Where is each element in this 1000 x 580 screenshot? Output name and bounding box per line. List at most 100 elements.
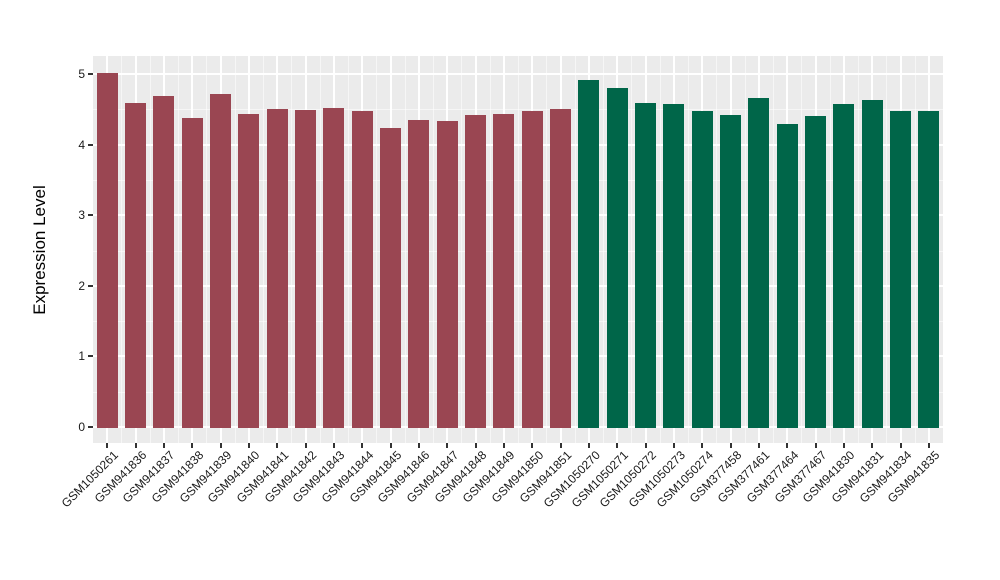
x-tick-mark [332,443,335,448]
bar-GSM1050270 [578,80,600,428]
bar-GSM941844 [351,110,373,428]
x-tick-mark [304,443,307,448]
bar-GSM941846 [408,119,430,428]
plot-panel [93,56,943,443]
x-tick-mark [417,443,420,448]
gridline-v-minor [178,56,179,443]
bar-GSM941845 [380,127,401,428]
gridline-v-minor [688,56,689,443]
x-tick-mark [191,443,194,448]
x-tick-mark [729,443,732,448]
x-tick-mark [559,443,562,448]
bar-GSM941839 [210,93,231,428]
gridline-v-minor [914,56,916,443]
x-tick-mark [361,443,364,448]
bar-GSM941837 [153,95,175,428]
y-tick-mark [88,355,93,358]
bar-GSM377461 [748,98,770,428]
bar-GSM941843 [323,107,345,428]
bar-GSM1050273 [663,104,685,428]
bar-GSM941830 [833,103,855,428]
x-tick-mark [134,443,137,448]
y-tick-label: 0 [78,420,85,434]
y-tick-label: 1 [78,349,85,364]
x-tick-mark [474,443,477,448]
gridline-v-minor [603,56,604,443]
gridline-v-minor [574,56,576,443]
gridline-v-minor [319,56,321,443]
bar-GSM941831 [861,100,883,428]
gridline-v-minor [489,56,491,443]
gridline-v-minor [376,56,378,443]
gridline-v-minor [886,56,888,443]
x-tick-mark [389,443,392,448]
bar-GSM941849 [493,113,515,428]
x-tick-mark [814,443,817,448]
x-tick-mark [106,443,109,448]
x-tick-mark [531,443,534,448]
bar-GSM941836 [125,102,146,428]
bar-GSM941841 [266,108,288,428]
gridline-v-minor [291,56,293,443]
gridline-v-minor [433,56,434,443]
bar-GSM377464 [776,124,798,428]
gridline-v-minor [206,56,208,443]
y-tick-label: 3 [78,208,85,223]
x-tick-mark [786,443,789,448]
x-tick-mark [276,443,279,448]
gridline-v-minor [631,56,633,443]
gridline-v-minor [801,56,803,443]
bar-GSM941851 [550,108,571,428]
gridline-v-minor [858,56,859,443]
gridline-v-minor [518,56,519,443]
x-tick-mark [672,443,675,448]
x-tick-mark [842,443,845,448]
gridline-v-minor [149,56,151,443]
x-tick-mark [757,443,760,448]
gridline-v-minor [659,56,661,443]
bar-GSM1050272 [635,102,656,428]
bar-GSM377458 [720,114,741,428]
x-tick-mark [927,443,930,448]
gridline-v-minor [716,56,718,443]
x-tick-mark [446,443,449,448]
y-tick-mark [88,73,93,75]
bar-GSM941835 [918,110,940,428]
gridline-v-minor [461,56,463,443]
y-tick-mark [88,214,93,217]
x-tick-mark [247,443,250,448]
y-tick-mark [88,284,93,287]
bar-GSM1050261 [96,73,118,428]
bar-GSM941840 [238,113,260,428]
bar-GSM941850 [521,110,543,428]
gridline-v-minor [348,56,349,443]
y-tick-mark [88,426,93,428]
gridline-v-minor [121,56,123,443]
bar-GSM1050274 [691,111,713,428]
bar-GSM941838 [181,118,203,428]
x-tick-mark [219,443,222,448]
y-axis-title: Expression Level [30,185,49,315]
gridline-v-minor [546,56,548,443]
bar-GSM941848 [465,114,486,428]
x-tick-mark [502,443,505,448]
bar-GSM941842 [295,110,316,428]
y-tick-label: 2 [78,278,85,293]
gridline-v-minor [744,56,746,443]
bar-GSM941847 [436,121,458,428]
bar-GSM1050271 [606,88,628,428]
bar-GSM377467 [805,116,826,428]
x-tick-mark [899,443,902,448]
x-tick-mark [644,443,647,448]
y-tick-label: 4 [78,137,85,152]
x-tick-mark [587,443,590,448]
y-tick-label: 5 [78,67,85,81]
gridline-v-minor [773,56,774,443]
gridline-v-minor [234,56,236,443]
bar-GSM941834 [890,111,911,428]
x-tick-mark [616,443,619,448]
gridline-v-minor [404,56,406,443]
x-tick-mark [701,443,704,448]
gridline-v-minor [263,56,264,443]
